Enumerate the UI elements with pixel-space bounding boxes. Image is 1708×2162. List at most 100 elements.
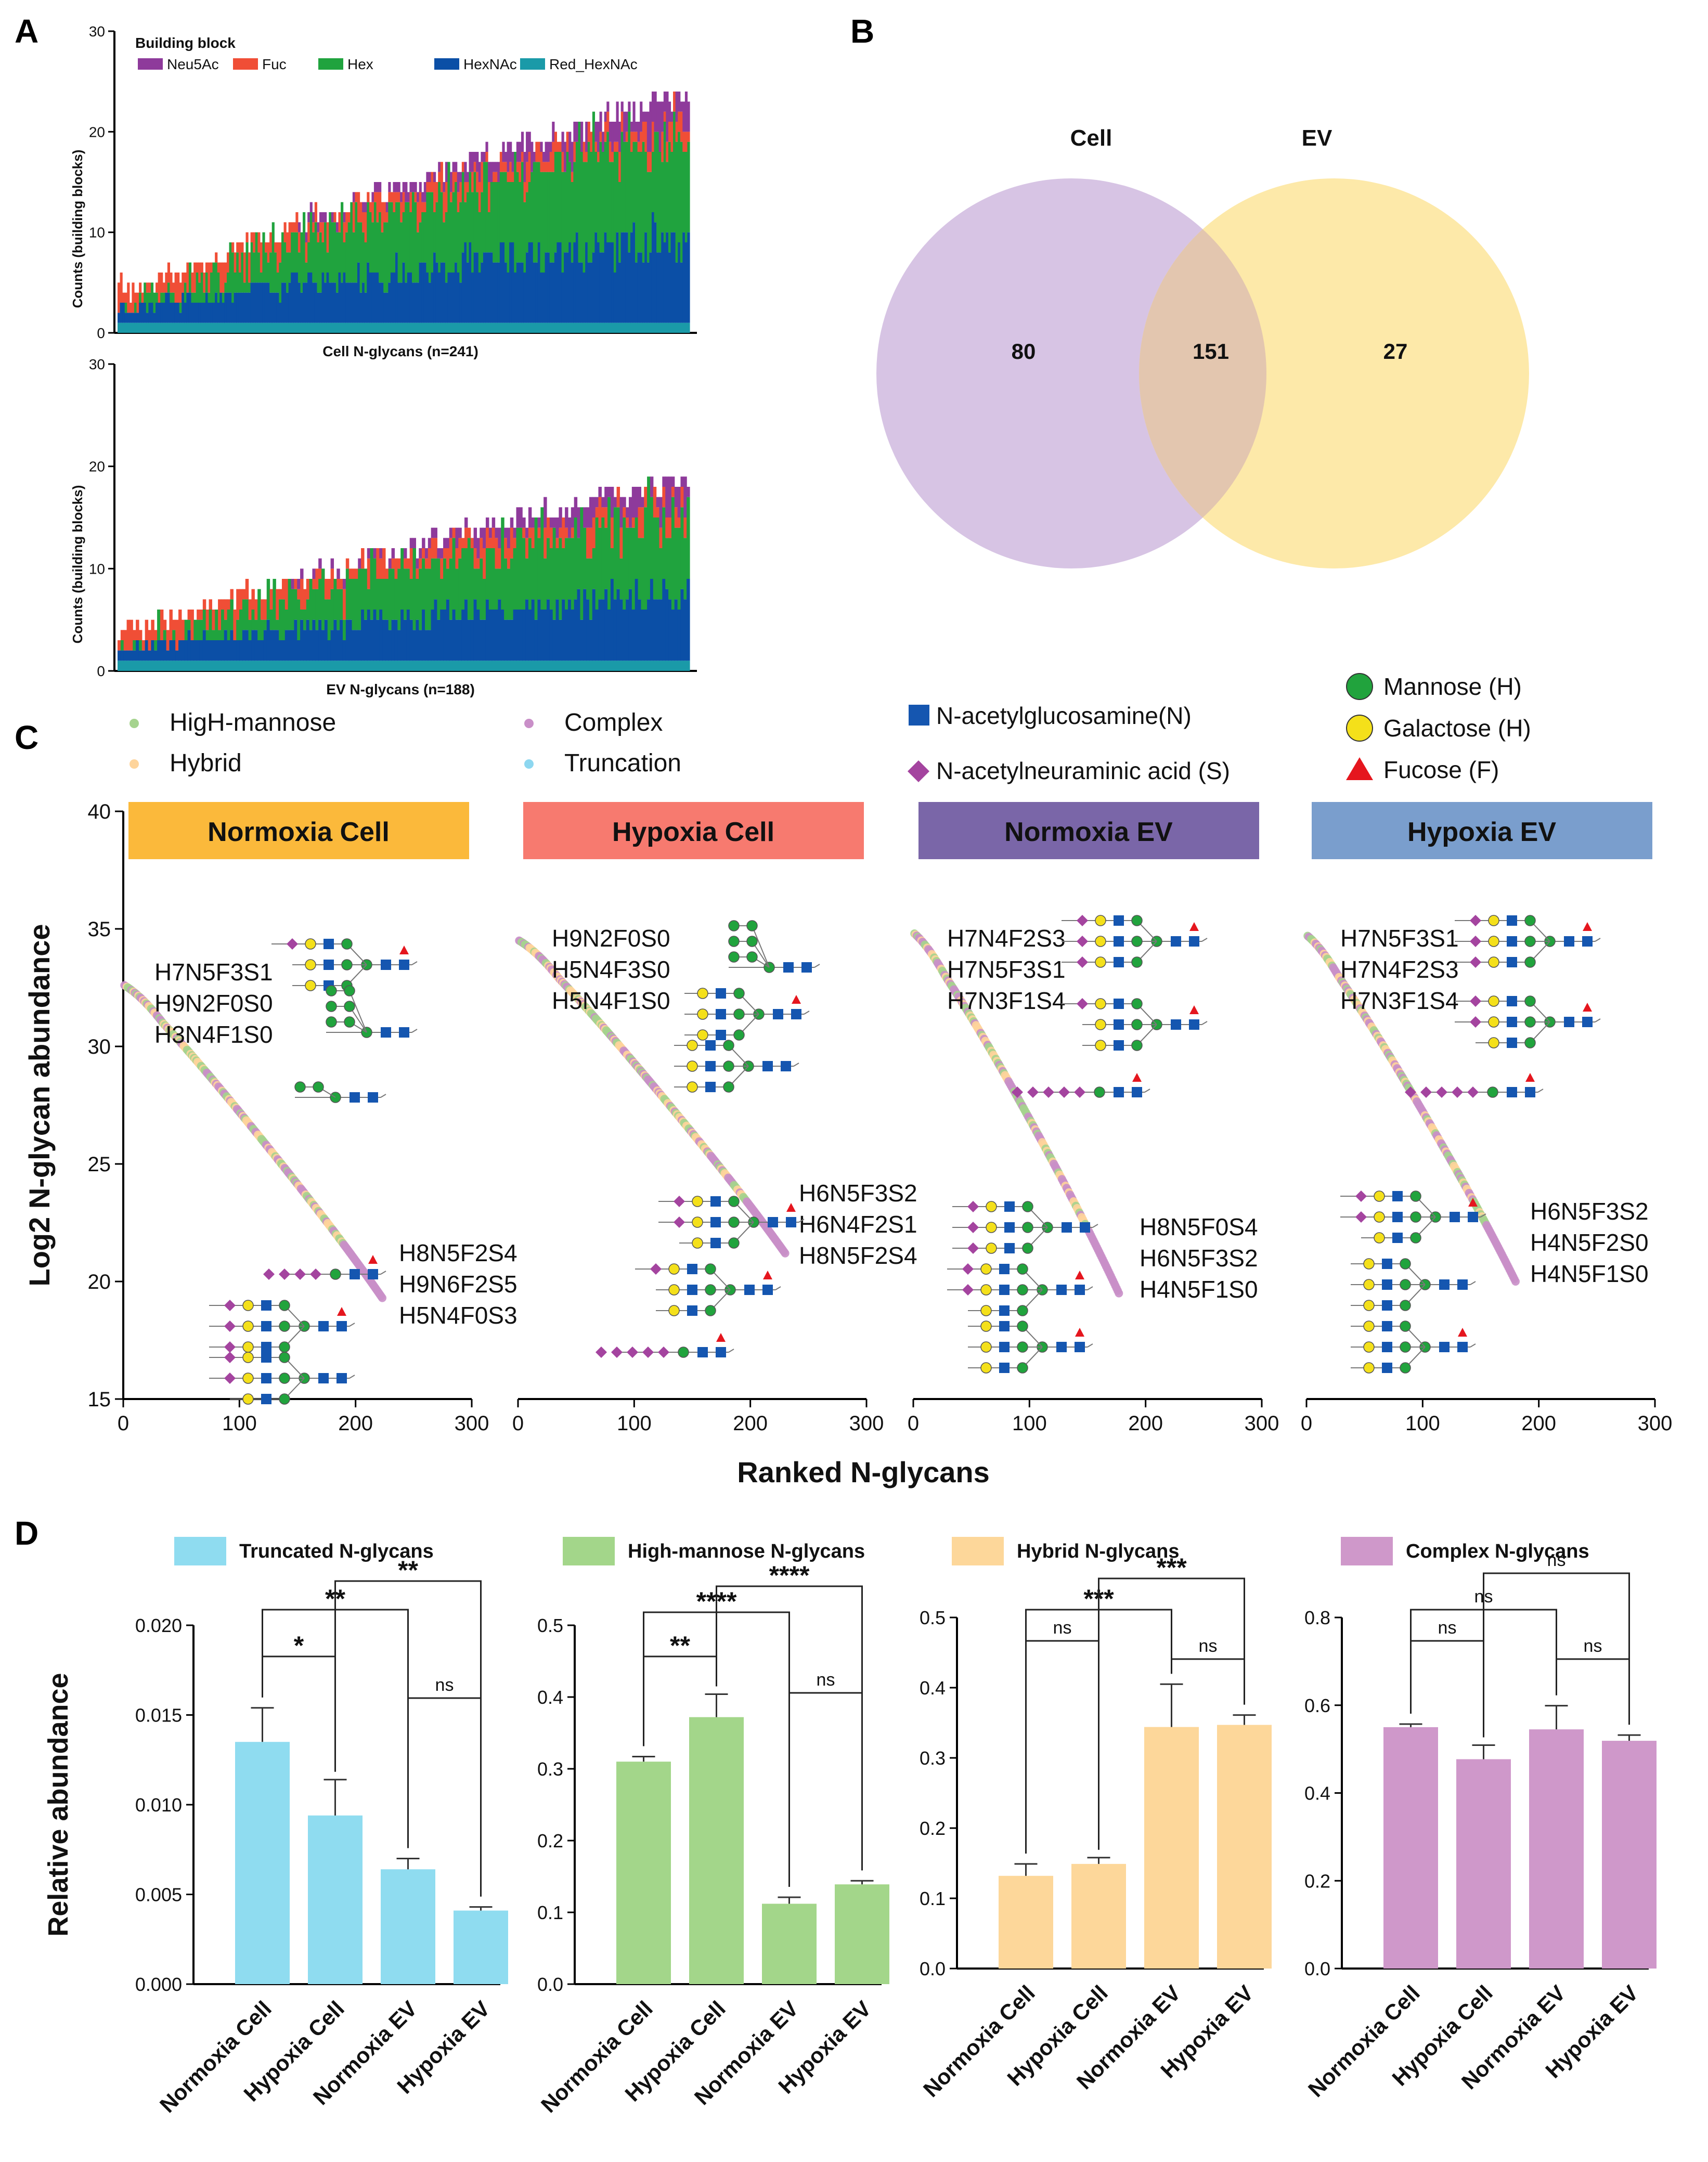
galactose-symbol xyxy=(1488,1037,1499,1048)
stacked-bar-segment xyxy=(561,322,564,333)
stacked-bar-segment xyxy=(599,141,602,253)
stacked-bar-segment xyxy=(428,282,432,323)
stacked-bar-segment xyxy=(507,141,510,172)
stacked-bar-segment xyxy=(601,497,605,508)
glcnac-symbol xyxy=(1582,1017,1593,1027)
mannose-symbol xyxy=(279,1341,290,1353)
stacked-bar-segment xyxy=(574,599,578,661)
stacked-bar-segment xyxy=(547,517,550,538)
stacked-bar-segment xyxy=(407,192,410,202)
stacked-bar-segment xyxy=(215,640,218,661)
stacked-bar-segment xyxy=(124,303,127,313)
y-tick-label: 10 xyxy=(89,561,105,577)
stacked-bar-segment xyxy=(491,548,496,610)
mannose-symbol xyxy=(1131,956,1143,968)
stacked-bar-segment xyxy=(511,322,514,333)
stacked-bar-segment xyxy=(592,661,596,671)
stacked-bar-segment xyxy=(547,661,550,671)
legend-dot xyxy=(524,719,534,728)
glycan-linkage xyxy=(1537,1089,1544,1093)
stacked-bar-segment xyxy=(589,527,593,559)
glcnac-symbol xyxy=(716,1009,726,1019)
stacked-bar-segment xyxy=(352,202,356,232)
stacked-bar-segment xyxy=(271,292,275,323)
stacked-bar-segment xyxy=(495,661,498,671)
stacked-bar-segment xyxy=(391,548,395,559)
stacked-bar-segment xyxy=(342,640,346,661)
stacked-bar-segment xyxy=(205,630,210,640)
stacked-bar-segment xyxy=(547,172,550,253)
stacked-bar-segment xyxy=(205,292,209,323)
stacked-bar-segment xyxy=(146,292,149,313)
stacked-bar-segment xyxy=(571,538,575,610)
legend-swatch xyxy=(1341,1537,1393,1565)
stacked-bar-segment xyxy=(610,579,614,661)
stacked-bar-segment xyxy=(452,172,455,192)
stacked-bar-segment xyxy=(523,322,526,333)
stacked-bar-segment xyxy=(340,589,343,620)
stacked-bar-segment xyxy=(635,132,638,142)
glycan-label-top: H5N4F3S0 xyxy=(552,956,670,983)
stacked-bar-segment xyxy=(423,322,426,333)
stacked-bar-segment xyxy=(620,232,624,323)
stacked-bar-segment xyxy=(331,222,334,283)
stacked-bar-segment xyxy=(157,661,161,671)
stacked-bar-segment xyxy=(239,661,243,671)
galactose-symbol xyxy=(692,1237,703,1249)
stacked-bar-segment xyxy=(507,661,511,671)
stacked-bar-segment xyxy=(274,322,277,333)
galactose-symbol xyxy=(242,1352,254,1363)
stacked-bar-segment xyxy=(528,538,532,610)
stacked-bar-segment xyxy=(526,252,529,323)
stacked-bar-segment xyxy=(554,152,557,253)
stacked-bar-segment xyxy=(376,273,379,323)
stacked-bar-segment xyxy=(148,303,151,323)
stacked-bar-segment xyxy=(574,497,578,517)
stacked-bar-segment xyxy=(443,192,446,223)
stacked-bar-segment xyxy=(227,640,231,661)
stacked-bar-segment xyxy=(421,322,424,333)
stacked-bar-segment xyxy=(502,162,505,172)
significance-label: ns xyxy=(1584,1636,1602,1656)
stacked-bar-segment xyxy=(300,568,304,579)
stacked-bar-segment xyxy=(606,111,610,132)
neuac-symbol xyxy=(279,1268,290,1280)
stacked-bar-segment xyxy=(397,558,401,569)
glcnac-symbol xyxy=(1507,1017,1517,1027)
stacked-bar-segment xyxy=(574,661,578,671)
stacked-bar-segment xyxy=(665,476,669,517)
stacked-bar-segment xyxy=(583,141,586,162)
stacked-bar-segment xyxy=(400,610,404,661)
stacked-bar-segment xyxy=(571,141,574,172)
stacked-bar-segment xyxy=(416,619,419,661)
glcnac-symbol xyxy=(1392,1191,1403,1201)
neuac-symbol xyxy=(1043,1086,1054,1098)
galactose-symbol xyxy=(668,1284,680,1296)
stacked-bar-segment xyxy=(205,322,209,333)
mannose-symbol xyxy=(1131,915,1143,926)
stacked-bar-segment xyxy=(209,610,212,640)
glcnac-symbol xyxy=(687,1305,697,1316)
stacked-bar-segment xyxy=(565,507,568,528)
stacked-bar-segment xyxy=(513,548,517,610)
stacked-bar-segment xyxy=(251,630,255,661)
stacked-bar-segment xyxy=(188,322,192,333)
stacked-bar-segment xyxy=(184,619,188,640)
stacked-bar-segment xyxy=(618,322,622,333)
stacked-bar-segment xyxy=(674,487,678,508)
galactose-symbol xyxy=(305,938,316,950)
stacked-bar-segment xyxy=(597,162,600,242)
stacked-bar-segment xyxy=(540,610,544,661)
stacked-bar-segment xyxy=(493,182,496,263)
stacked-bar-segment xyxy=(141,292,144,303)
y-tick-label: 0.0 xyxy=(537,1974,563,1995)
stacked-bar-segment xyxy=(445,182,448,212)
stacked-bar-segment xyxy=(350,282,353,323)
stacked-bar-segment xyxy=(202,661,206,671)
stacked-bar-segment xyxy=(564,172,567,253)
stacked-bar-segment xyxy=(276,589,279,620)
stacked-bar-segment xyxy=(196,322,199,333)
stacked-bar-segment xyxy=(123,650,127,661)
stacked-bar-segment xyxy=(312,568,316,579)
stacked-bar-segment xyxy=(288,252,291,283)
